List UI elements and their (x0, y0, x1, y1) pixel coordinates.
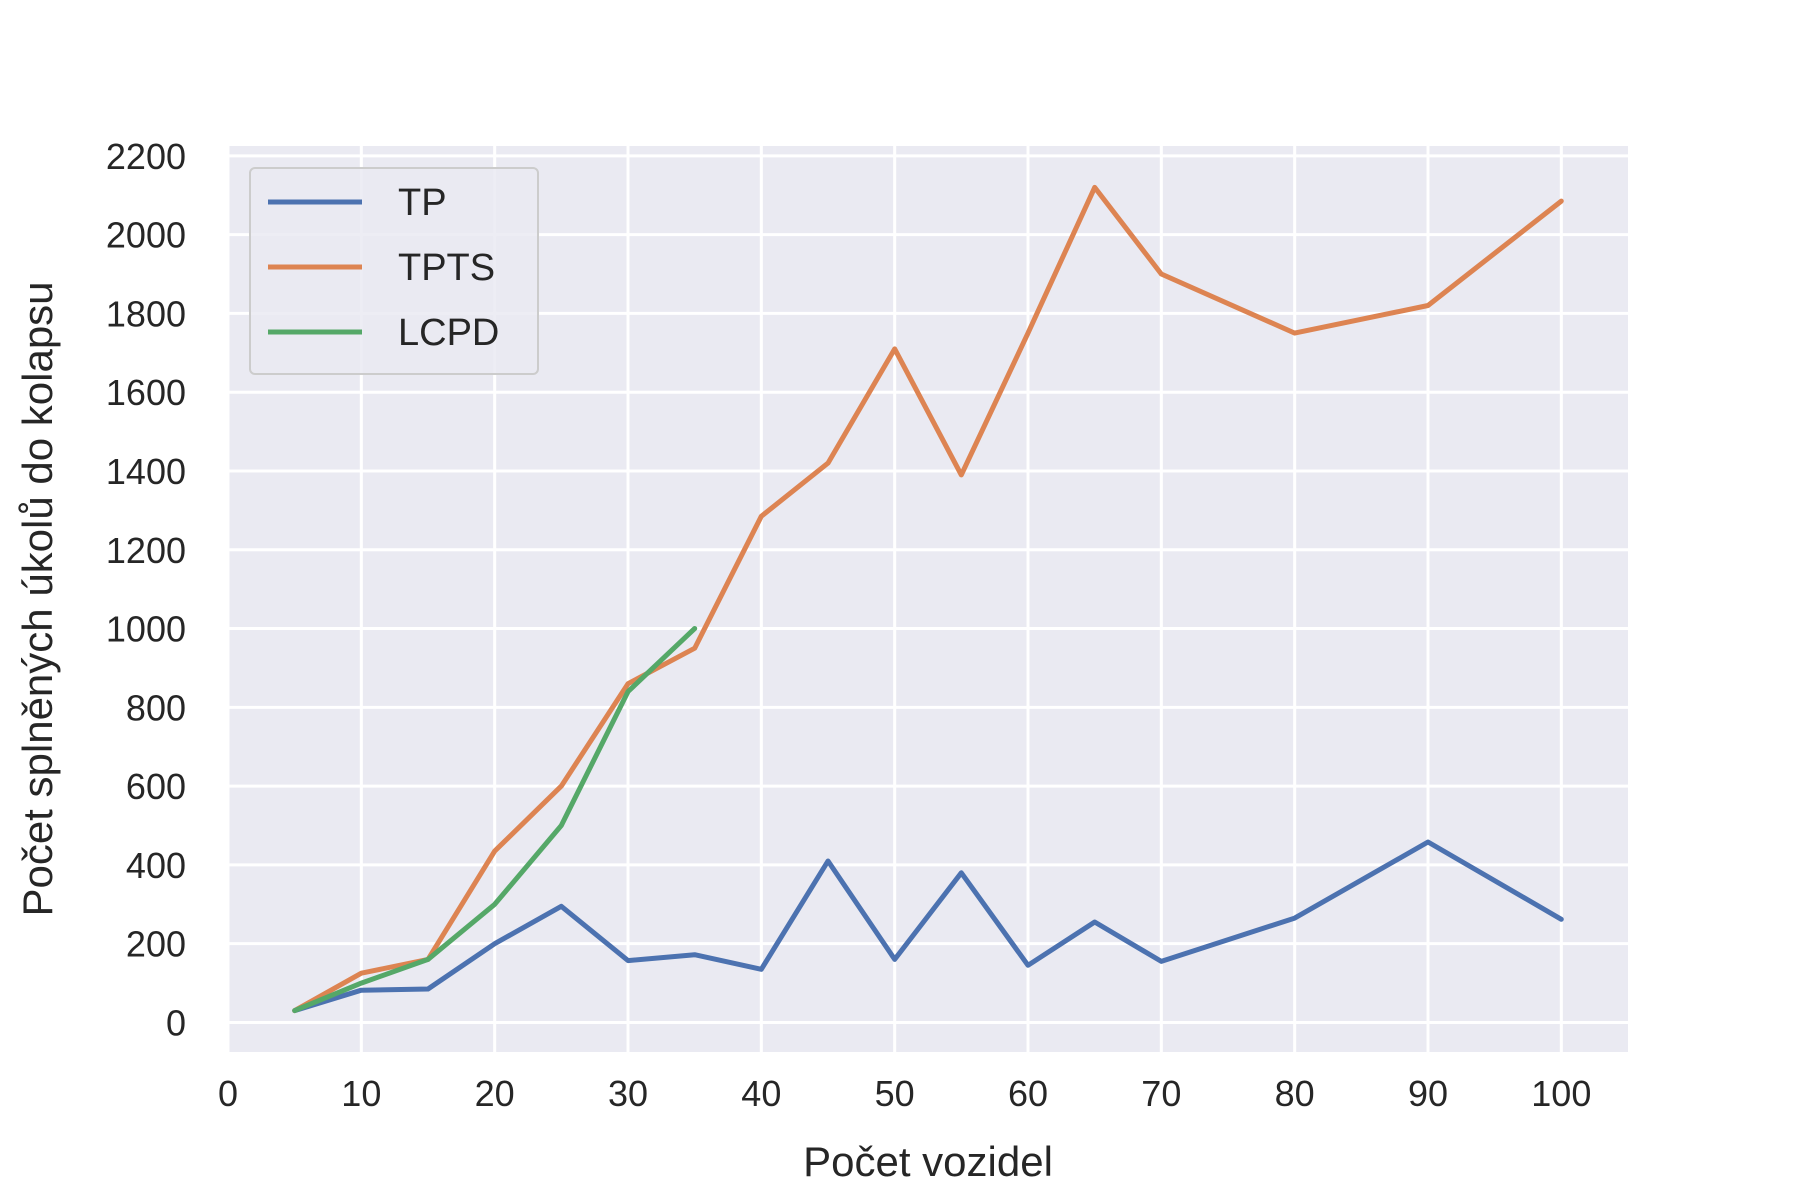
x-tick-label: 40 (741, 1073, 781, 1114)
legend: TP TPTS LCPD (249, 167, 539, 375)
x-tick-label: 80 (1275, 1073, 1315, 1114)
legend-box (249, 167, 539, 375)
x-tick-label: 10 (341, 1073, 381, 1114)
x-tick-label: 100 (1531, 1073, 1591, 1114)
x-tick-label: 70 (1141, 1073, 1181, 1114)
legend-label: TPTS (398, 247, 495, 289)
y-tick-label: 600 (126, 766, 186, 807)
series-line-lcpd (292, 626, 698, 1014)
legend-label: TP (398, 182, 447, 224)
x-tick-label: 30 (608, 1073, 648, 1114)
x-tick-label: 20 (475, 1073, 515, 1114)
x-tick-label: 60 (1008, 1073, 1048, 1114)
y-tick-label: 1600 (106, 372, 186, 413)
x-tick-label: 90 (1408, 1073, 1448, 1114)
y-tick-label: 2200 (106, 136, 186, 177)
x-tick-label: 50 (875, 1073, 915, 1114)
y-axis-label: Počet splněných úkolů do kolapsu (14, 281, 61, 916)
y-tick-label: 1200 (106, 530, 186, 571)
x-axis-label: Počet vozidel (803, 1138, 1053, 1185)
y-tick-labels: 0 200 400 600 800 1000 1200 1400 1600 1800 2000 220… (106, 136, 186, 1044)
y-tick-label: 800 (126, 687, 186, 728)
series-lines (292, 184, 1564, 1014)
series-line-tp (292, 839, 1564, 1014)
y-tick-label: 0 (166, 1002, 186, 1043)
y-tick-label: 1800 (106, 293, 186, 334)
series-line-tpts (292, 184, 1564, 1014)
y-tick-label: 1400 (106, 451, 186, 492)
y-tick-label: 1000 (106, 609, 186, 650)
y-tick-label: 2000 (106, 215, 186, 256)
legend-label: LCPD (398, 312, 499, 354)
x-tick-labels: 0 10 20 30 40 50 60 70 80 90 100 (218, 1073, 1591, 1114)
y-tick-label: 400 (126, 845, 186, 886)
y-tick-label: 200 (126, 924, 186, 965)
x-tick-label: 0 (218, 1073, 238, 1114)
